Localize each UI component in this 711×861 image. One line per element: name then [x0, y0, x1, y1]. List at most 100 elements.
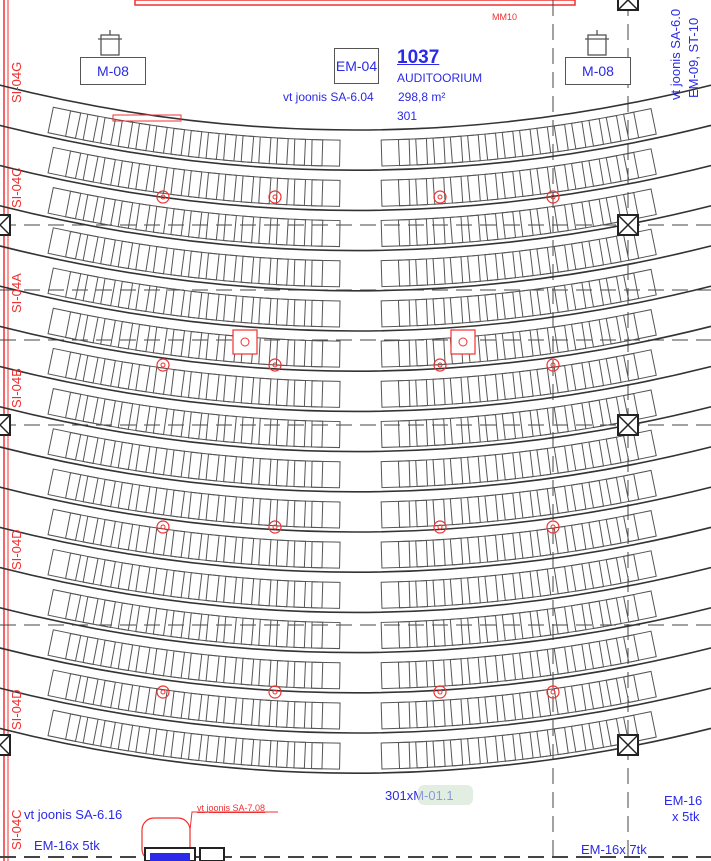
- seat: [397, 580, 429, 609]
- seat: [518, 528, 552, 559]
- seat: [501, 651, 534, 682]
- seat: [47, 548, 82, 582]
- seat: [64, 592, 99, 625]
- seat: [397, 499, 429, 528]
- seat: [570, 560, 605, 592]
- seat: [258, 498, 289, 527]
- seat: [187, 732, 220, 763]
- seat: [501, 209, 534, 240]
- seat: [152, 447, 186, 478]
- room-area: 298,8 m²: [398, 90, 446, 104]
- seat: [397, 137, 429, 167]
- seat: [47, 187, 82, 220]
- seat: [432, 577, 464, 607]
- seat: [293, 138, 324, 167]
- seat: [553, 643, 587, 675]
- seat: [311, 420, 341, 449]
- seat: [397, 740, 429, 770]
- seat: [588, 516, 622, 549]
- seat: [170, 328, 203, 360]
- row-arc: [0, 606, 711, 654]
- seat: [501, 611, 534, 642]
- red-leader: [189, 811, 278, 831]
- seat: [240, 617, 272, 647]
- left-label: SI-04A: [9, 273, 24, 313]
- detector-icon: [450, 329, 476, 355]
- seat: [467, 494, 499, 524]
- seat: [170, 369, 203, 400]
- seat: [570, 600, 605, 632]
- seat: [82, 354, 116, 387]
- sprinkler-icon-center: [272, 689, 278, 695]
- seat: [187, 290, 220, 321]
- seat: [605, 312, 640, 345]
- seat: [64, 150, 99, 183]
- seat: [135, 404, 168, 436]
- seat: [622, 389, 657, 422]
- seat: [518, 689, 552, 720]
- seat: [397, 539, 429, 569]
- seat: [293, 500, 324, 529]
- seat: [187, 692, 220, 723]
- seat: [605, 433, 640, 466]
- left-label: SI-04B: [9, 368, 24, 408]
- column-cross: [0, 214, 11, 236]
- row-arc: [0, 245, 711, 292]
- seat: [501, 691, 534, 722]
- seat: [570, 520, 605, 552]
- column-cross: [0, 414, 11, 436]
- seat: [605, 352, 640, 385]
- seat: [397, 419, 429, 448]
- seat: [152, 487, 186, 518]
- seat: [135, 725, 168, 757]
- seat: [415, 418, 446, 447]
- seat: [484, 170, 517, 201]
- seat: [223, 214, 255, 244]
- sprinkler-icon-center: [550, 194, 556, 200]
- seat: [240, 135, 272, 165]
- seat: [449, 455, 481, 486]
- sprinkler-icon: [546, 358, 560, 372]
- seat: [536, 525, 569, 557]
- seat: [223, 254, 255, 284]
- seat: [187, 371, 220, 402]
- seat: [205, 533, 237, 564]
- row-arc: [0, 526, 711, 573]
- seat: [117, 401, 151, 433]
- sprinkler-icon: [268, 190, 282, 204]
- seat: [64, 391, 99, 424]
- seat: [415, 297, 446, 327]
- seat: [380, 138, 411, 167]
- left-label: SI-04D: [9, 689, 24, 730]
- row-arc: [0, 486, 711, 533]
- seat: [380, 299, 411, 328]
- seat: [588, 677, 622, 710]
- seat: [570, 118, 605, 150]
- seat: [553, 402, 587, 434]
- seat: [536, 485, 569, 517]
- left-label: SI-04D: [9, 529, 24, 570]
- seat: [100, 398, 134, 430]
- left-label: SI-04G: [9, 61, 24, 103]
- seat: [415, 538, 446, 568]
- red-marker: [112, 114, 182, 122]
- seat: [64, 110, 99, 143]
- seat: [100, 720, 134, 752]
- sprinkler-icon-center: [272, 362, 278, 368]
- seat: [518, 206, 552, 238]
- seat: [170, 650, 203, 681]
- seat: [100, 438, 134, 471]
- sprinkler-icon: [156, 358, 170, 372]
- seat: [484, 693, 517, 724]
- seat: [64, 431, 99, 464]
- equipment-icon: [100, 34, 120, 56]
- seat: [622, 590, 657, 623]
- seat: [275, 619, 307, 649]
- seat: [380, 621, 411, 649]
- sprinkler-icon-center: [160, 194, 166, 200]
- row-arc: [0, 325, 711, 372]
- sprinkler-icon-center: [272, 194, 278, 200]
- seat: [588, 356, 622, 388]
- seat: [605, 674, 640, 707]
- seat: [152, 366, 186, 398]
